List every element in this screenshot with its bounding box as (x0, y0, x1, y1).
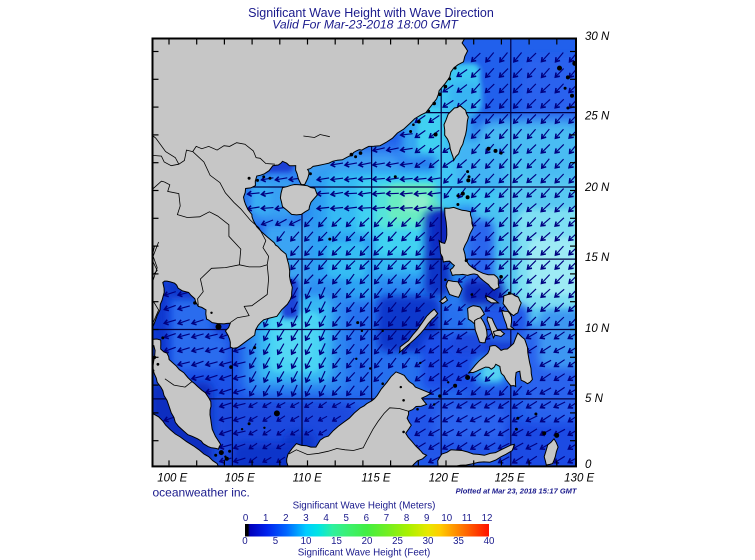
svg-text:Significant Wave Height with W: Significant Wave Height with Wave Direct… (248, 6, 494, 20)
svg-text:5: 5 (344, 513, 349, 524)
svg-text:Significant Wave Height (Feet): Significant Wave Height (Feet) (298, 548, 431, 559)
svg-text:30 N: 30 N (585, 31, 610, 43)
svg-text:Valid For Mar-23-2018 18:00 GM: Valid For Mar-23-2018 18:00 GMT (272, 18, 459, 32)
svg-text:110 E: 110 E (293, 473, 323, 485)
svg-text:130 E: 130 E (564, 473, 594, 485)
svg-text:6: 6 (364, 513, 369, 524)
svg-text:12: 12 (482, 513, 493, 524)
svg-text:5 N: 5 N (585, 393, 604, 405)
svg-text:2: 2 (283, 513, 288, 524)
svg-text:35: 35 (453, 536, 464, 547)
svg-text:105 E: 105 E (225, 473, 255, 485)
svg-text:7: 7 (384, 513, 389, 524)
svg-text:10: 10 (301, 536, 312, 547)
svg-text:40: 40 (484, 536, 495, 547)
svg-text:15 N: 15 N (585, 252, 610, 264)
svg-text:115 E: 115 E (361, 473, 391, 485)
svg-text:100 E: 100 E (157, 473, 187, 485)
svg-text:125 E: 125 E (495, 473, 525, 485)
svg-text:Significant Wave Height (Meter: Significant Wave Height (Meters) (293, 501, 436, 512)
svg-text:11: 11 (462, 513, 472, 524)
svg-text:8: 8 (404, 513, 409, 524)
svg-text:Plotted at Mar 23, 2018 15:17: Plotted at Mar 23, 2018 15:17 GMT (456, 487, 578, 496)
svg-text:1: 1 (263, 513, 268, 524)
svg-text:120 E: 120 E (429, 473, 459, 485)
svg-text:3: 3 (303, 513, 308, 524)
svg-text:5: 5 (273, 536, 278, 547)
svg-text:0: 0 (242, 536, 248, 547)
svg-text:15: 15 (331, 536, 342, 547)
svg-text:20 N: 20 N (584, 182, 610, 194)
svg-text:10 N: 10 N (585, 323, 610, 335)
svg-text:4: 4 (323, 513, 329, 524)
svg-text:9: 9 (424, 513, 429, 524)
svg-text:0: 0 (585, 459, 592, 471)
svg-text:0: 0 (243, 513, 249, 524)
svg-text:oceanweather inc.: oceanweather inc. (153, 486, 250, 500)
svg-text:25 N: 25 N (584, 111, 610, 123)
svg-text:20: 20 (362, 536, 373, 547)
svg-text:30: 30 (423, 536, 434, 547)
svg-text:10: 10 (441, 513, 452, 524)
svg-text:25: 25 (392, 536, 403, 547)
